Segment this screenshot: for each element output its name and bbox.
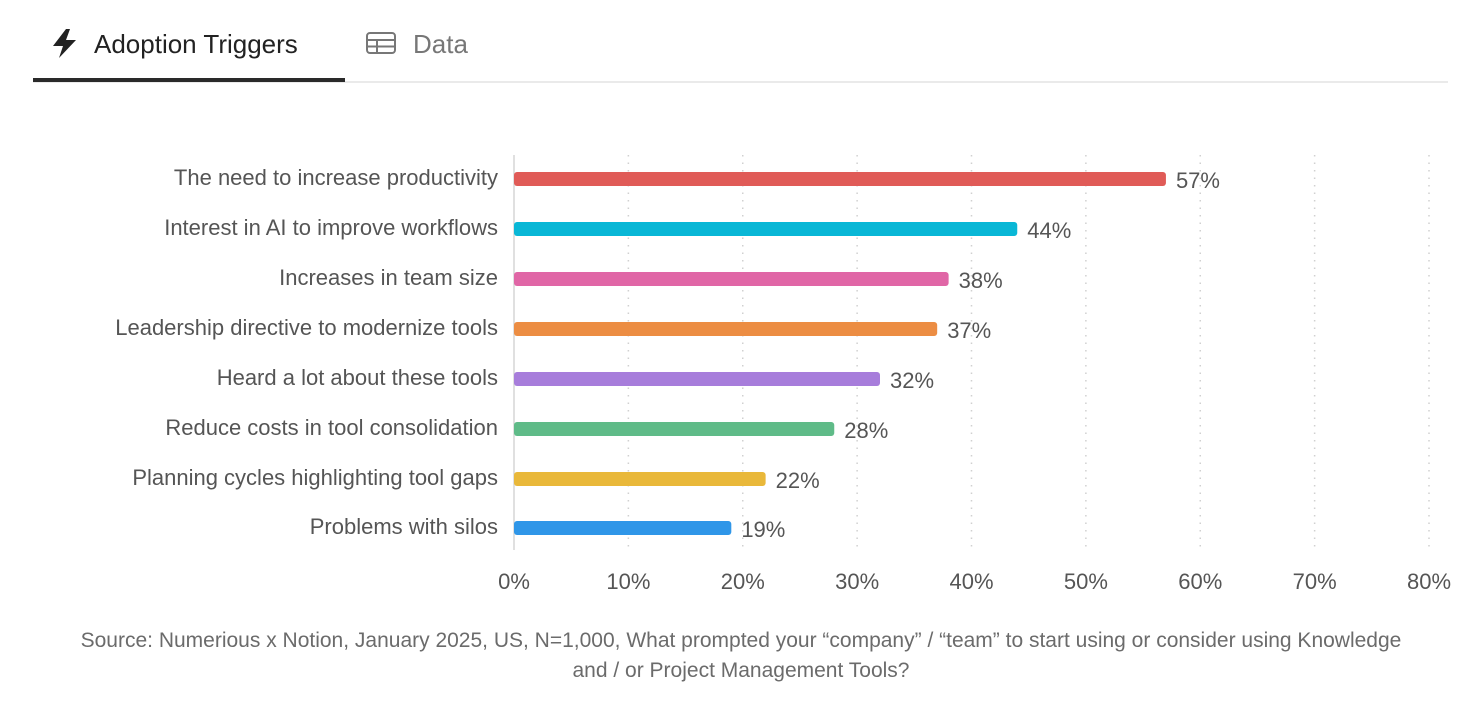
bar: [514, 372, 880, 386]
tab-adoption-triggers[interactable]: Adoption Triggers: [94, 29, 298, 59]
value-label: 19%: [741, 517, 785, 542]
value-label: 22%: [776, 468, 820, 493]
value-label: 28%: [844, 418, 888, 443]
x-tick-label: 10%: [606, 569, 650, 594]
x-tick-label: 70%: [1293, 569, 1337, 594]
value-label: 57%: [1176, 168, 1220, 193]
bar: [514, 521, 732, 535]
category-label: Heard a lot about these tools: [217, 365, 498, 390]
value-label: 38%: [959, 268, 1003, 293]
category-label: The need to increase productivity: [174, 165, 498, 190]
category-label: Problems with silos: [310, 514, 498, 539]
x-tick-label: 50%: [1064, 569, 1108, 594]
x-tick-label: 60%: [1178, 569, 1222, 594]
value-label: 44%: [1027, 218, 1071, 243]
value-label: 32%: [890, 368, 934, 393]
x-tick-label: 20%: [721, 569, 765, 594]
source-note: Source: Numerious x Notion, January 2025…: [80, 629, 1402, 682]
bar: [514, 322, 938, 336]
x-tick-label: 40%: [949, 569, 993, 594]
bar: [514, 272, 949, 286]
x-tick-label: 0%: [498, 569, 530, 594]
value-label: 37%: [947, 318, 991, 343]
table-icon: [366, 32, 396, 54]
tab-underline: [33, 78, 345, 82]
category-label: Interest in AI to improve workflows: [164, 215, 498, 240]
bar: [514, 472, 766, 486]
category-label: Reduce costs in tool consolidation: [165, 415, 498, 440]
category-label: Planning cycles highlighting tool gaps: [132, 465, 498, 490]
bar: [514, 172, 1166, 186]
category-label: Leadership directive to modernize tools: [115, 315, 498, 340]
x-tick-label: 80%: [1407, 569, 1451, 594]
bar: [514, 422, 835, 436]
tab-data[interactable]: Data: [413, 29, 468, 59]
bar: [514, 222, 1018, 236]
bolt-icon: [53, 29, 76, 58]
x-tick-label: 30%: [835, 569, 879, 594]
category-label: Increases in team size: [279, 265, 498, 290]
